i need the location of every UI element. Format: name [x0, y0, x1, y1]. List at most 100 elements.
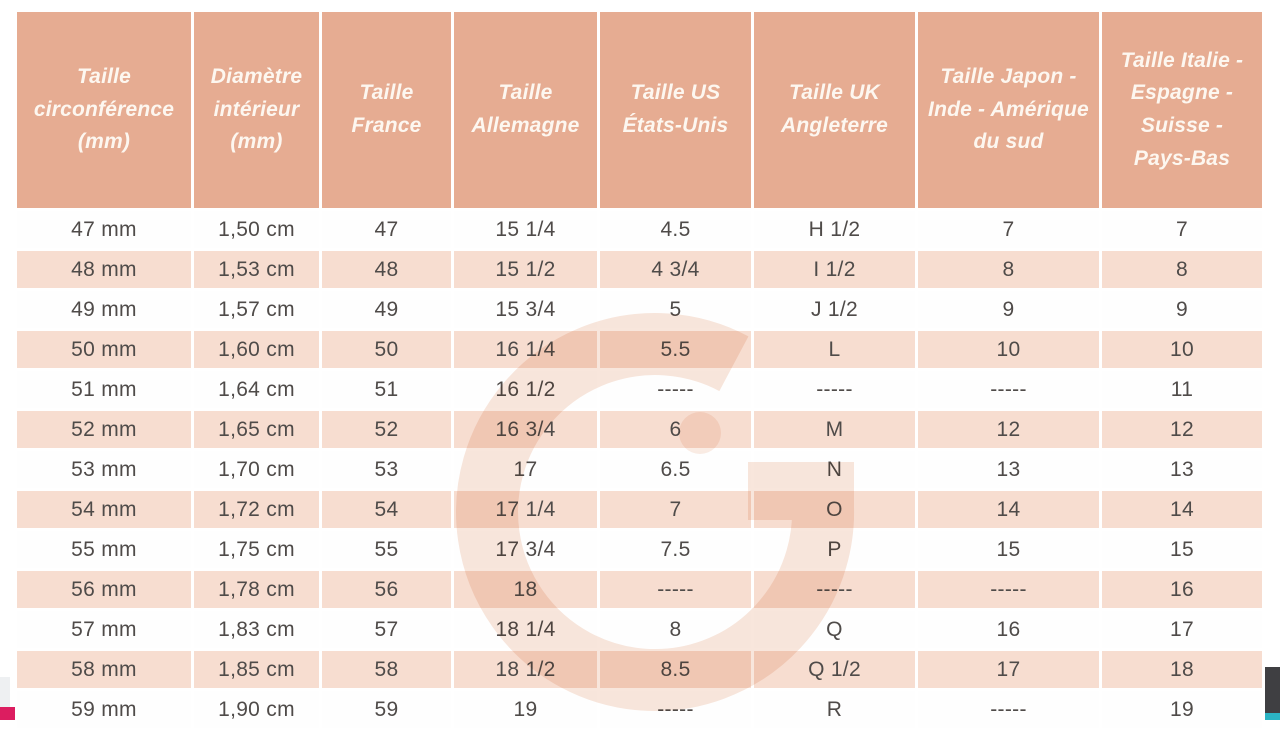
table-cell: 17 1/4	[454, 491, 597, 528]
table-cell: 49	[322, 291, 451, 328]
table-cell: 10	[1102, 331, 1262, 368]
table-row: 58 mm 1,85 cm 58 18 1/2 8.5 Q 1/2 17 18	[17, 651, 1262, 688]
column-header-8: Taille Italie - Espagne - Suisse - Pays-…	[1102, 12, 1262, 208]
table-cell: 18 1/2	[454, 651, 597, 688]
table-cell: 51	[322, 371, 451, 408]
table-cell: 1,90 cm	[194, 691, 319, 728]
table-cell: J 1/2	[754, 291, 915, 328]
table-cell: 57	[322, 611, 451, 648]
table-cell: M	[754, 411, 915, 448]
table-cell: R	[754, 691, 915, 728]
table-cell: 8.5	[600, 651, 751, 688]
table-row: 50 mm 1,60 cm 50 16 1/4 5.5 L 10 10	[17, 331, 1262, 368]
table-row: 57 mm 1,83 cm 57 18 1/4 8 Q 16 17	[17, 611, 1262, 648]
table-cell: 47	[322, 211, 451, 248]
table-body: 47 mm 1,50 cm 47 15 1/4 4.5 H 1/2 7 7 48 mm 1,53 …	[17, 211, 1262, 728]
header-row: Taille circonférence (mm) Diamètre intéri…	[17, 12, 1262, 208]
left-edge-magenta-fragment	[0, 707, 15, 720]
table-cell: P	[754, 531, 915, 568]
table-cell: 4.5	[600, 211, 751, 248]
column-header-1: Taille circonférence (mm)	[17, 12, 191, 208]
table-cell: 1,64 cm	[194, 371, 319, 408]
table-row: 51 mm 1,64 cm 51 16 1/2 ----- ----- ----- 11	[17, 371, 1262, 408]
table-cell: -----	[918, 691, 1099, 728]
table-cell: 6.5	[600, 451, 751, 488]
table-cell: 16 3/4	[454, 411, 597, 448]
table-cell: 53 mm	[17, 451, 191, 488]
table-cell: 17	[1102, 611, 1262, 648]
table-cell: 16	[918, 611, 1099, 648]
table-cell: -----	[600, 371, 751, 408]
table-cell: 1,83 cm	[194, 611, 319, 648]
table-row: 59 mm 1,90 cm 59 19 ----- R ----- 19	[17, 691, 1262, 728]
table-cell: 58 mm	[17, 651, 191, 688]
table-cell: 54	[322, 491, 451, 528]
table-cell: 5	[600, 291, 751, 328]
table-cell: 8	[600, 611, 751, 648]
table-cell: 15	[1102, 531, 1262, 568]
table-cell: 55 mm	[17, 531, 191, 568]
table-cell: O	[754, 491, 915, 528]
table-cell: 18	[454, 571, 597, 608]
table-cell: 5.5	[600, 331, 751, 368]
table-cell: 16	[1102, 571, 1262, 608]
column-header-3: Taille France	[322, 12, 451, 208]
table-cell: 13	[1102, 451, 1262, 488]
table-cell: 19	[454, 691, 597, 728]
table-cell: -----	[600, 691, 751, 728]
table-cell: -----	[918, 571, 1099, 608]
table-cell: I 1/2	[754, 251, 915, 288]
table-cell: -----	[600, 571, 751, 608]
table-cell: 50 mm	[17, 331, 191, 368]
table-cell: 59 mm	[17, 691, 191, 728]
ring-size-conversion-table: Taille circonférence (mm) Diamètre intéri…	[14, 9, 1265, 731]
right-edge-cyan-fragment	[1265, 713, 1280, 720]
table-cell: -----	[918, 371, 1099, 408]
table-cell: 1,72 cm	[194, 491, 319, 528]
table-cell: 56	[322, 571, 451, 608]
table-cell: -----	[754, 571, 915, 608]
table-cell: 1,70 cm	[194, 451, 319, 488]
table-cell: 57 mm	[17, 611, 191, 648]
table-cell: 7	[918, 211, 1099, 248]
table-cell: 53	[322, 451, 451, 488]
table-cell: 52	[322, 411, 451, 448]
table-cell: 1,53 cm	[194, 251, 319, 288]
table-cell: 7	[1102, 211, 1262, 248]
table-cell: 19	[1102, 691, 1262, 728]
table-row: 53 mm 1,70 cm 53 17 6.5 N 13 13	[17, 451, 1262, 488]
table-header: Taille circonférence (mm) Diamètre intéri…	[17, 12, 1262, 208]
table-cell: 48	[322, 251, 451, 288]
table-cell: 15	[918, 531, 1099, 568]
table-row: 47 mm 1,50 cm 47 15 1/4 4.5 H 1/2 7 7	[17, 211, 1262, 248]
column-header-4: Taille Allemagne	[454, 12, 597, 208]
column-header-6: Taille UK Angleterre	[754, 12, 915, 208]
table-cell: L	[754, 331, 915, 368]
table-cell: 56 mm	[17, 571, 191, 608]
table-cell: 15 3/4	[454, 291, 597, 328]
table-cell: 9	[1102, 291, 1262, 328]
table-cell: Q 1/2	[754, 651, 915, 688]
table-cell: 11	[1102, 371, 1262, 408]
table-cell: 18	[1102, 651, 1262, 688]
table-cell: 1,78 cm	[194, 571, 319, 608]
table-cell: 8	[918, 251, 1099, 288]
table-cell: 1,60 cm	[194, 331, 319, 368]
table-cell: 12	[918, 411, 1099, 448]
table-cell: 59	[322, 691, 451, 728]
table-cell: 16 1/2	[454, 371, 597, 408]
table-cell: 7.5	[600, 531, 751, 568]
table-cell: 14	[918, 491, 1099, 528]
table-cell: 50	[322, 331, 451, 368]
table-cell: N	[754, 451, 915, 488]
right-edge-dark-fragment	[1265, 667, 1280, 713]
table-cell: -----	[754, 371, 915, 408]
table-cell: 15 1/2	[454, 251, 597, 288]
table-row: 54 mm 1,72 cm 54 17 1/4 7 O 14 14	[17, 491, 1262, 528]
table-row: 56 mm 1,78 cm 56 18 ----- ----- ----- 16	[17, 571, 1262, 608]
table-cell: 14	[1102, 491, 1262, 528]
column-header-2: Diamètre intérieur (mm)	[194, 12, 319, 208]
column-header-7: Taille Japon - Inde - Amérique du sud	[918, 12, 1099, 208]
table-cell: 49 mm	[17, 291, 191, 328]
table-cell: 8	[1102, 251, 1262, 288]
